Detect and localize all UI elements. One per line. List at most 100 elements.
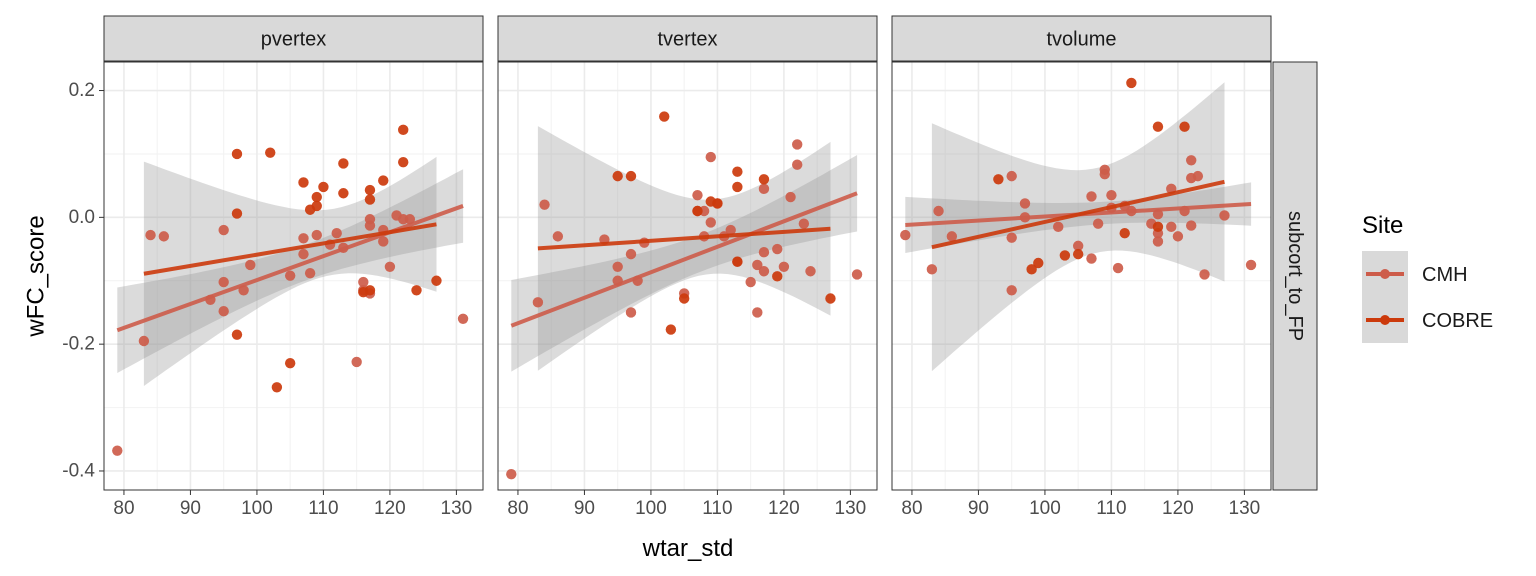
row-strip-label: subcort_to_FP bbox=[1284, 211, 1306, 341]
data-point bbox=[752, 307, 763, 318]
data-point bbox=[411, 285, 422, 296]
fit-line-cmh bbox=[510, 191, 858, 328]
data-point bbox=[993, 174, 1004, 185]
data-point bbox=[1166, 221, 1177, 233]
data-point bbox=[1179, 121, 1190, 132]
panel-border bbox=[497, 61, 878, 491]
confidence-band-cmh bbox=[511, 155, 858, 372]
points-cobre bbox=[612, 111, 836, 335]
data-point bbox=[1006, 170, 1017, 182]
panel-strip bbox=[103, 15, 484, 62]
data-point bbox=[692, 189, 703, 201]
data-point bbox=[145, 229, 156, 241]
data-point bbox=[539, 199, 550, 210]
fit-line-cobre bbox=[537, 226, 831, 251]
x-axis-title: wtar_std bbox=[642, 535, 734, 562]
data-point bbox=[384, 261, 396, 273]
data-point bbox=[398, 156, 409, 168]
data-point bbox=[752, 259, 763, 271]
y-axis-title: wFC_score bbox=[23, 215, 50, 337]
data-point bbox=[678, 293, 690, 304]
data-point bbox=[431, 275, 442, 286]
grid bbox=[104, 62, 483, 490]
data-point bbox=[732, 256, 743, 267]
data-point bbox=[785, 191, 796, 203]
data-point bbox=[552, 231, 564, 242]
panel-tvertex: tvertex 80 90 100 110 120 130 bbox=[497, 15, 878, 519]
data-point bbox=[404, 214, 416, 225]
data-point bbox=[158, 231, 170, 242]
data-point bbox=[318, 181, 329, 193]
panel-strip bbox=[891, 15, 1272, 62]
x-tick-label: 110 bbox=[1096, 498, 1126, 519]
legend-title: Site bbox=[1362, 212, 1403, 239]
data-point bbox=[705, 217, 716, 228]
data-point bbox=[112, 445, 123, 456]
y-tick-label: -0.2 bbox=[62, 334, 95, 355]
data-point bbox=[506, 468, 517, 480]
data-point bbox=[712, 198, 723, 209]
data-point bbox=[665, 324, 677, 335]
data-point bbox=[851, 269, 863, 280]
x-tick-label: 110 bbox=[702, 498, 732, 519]
grid bbox=[498, 62, 877, 490]
data-point bbox=[1086, 191, 1097, 202]
data-point bbox=[231, 208, 243, 219]
panel-strip-label: tvolume bbox=[1046, 29, 1116, 51]
confidence-band-cobre bbox=[931, 82, 1225, 372]
panel-strip bbox=[497, 15, 878, 62]
data-point bbox=[364, 194, 376, 205]
data-point bbox=[825, 293, 836, 304]
data-point bbox=[1119, 228, 1130, 239]
data-point bbox=[245, 259, 256, 271]
data-point bbox=[311, 200, 322, 212]
panel-border bbox=[891, 61, 1272, 491]
data-point bbox=[612, 261, 623, 273]
data-point bbox=[1152, 236, 1164, 247]
data-point bbox=[1072, 248, 1084, 260]
data-point bbox=[351, 356, 362, 368]
panel-tvolume: tvolume 80 90 100 110 120 130 bbox=[891, 15, 1272, 519]
data-point bbox=[218, 224, 229, 236]
data-point bbox=[358, 276, 369, 288]
data-point bbox=[1019, 198, 1031, 209]
data-point bbox=[758, 183, 770, 195]
data-point bbox=[311, 191, 322, 203]
data-point bbox=[772, 271, 783, 282]
data-point bbox=[231, 329, 243, 340]
y-tick-label: 0.2 bbox=[69, 80, 95, 101]
data-point bbox=[231, 148, 243, 160]
x-tick-label: 110 bbox=[308, 498, 338, 519]
legend-item-cmh: CMH bbox=[1362, 251, 1468, 297]
points-cobre bbox=[231, 124, 442, 393]
data-point bbox=[758, 174, 770, 185]
data-point bbox=[732, 166, 743, 177]
x-tick-label: 100 bbox=[635, 498, 667, 519]
data-point bbox=[1219, 210, 1230, 221]
data-point bbox=[1006, 285, 1017, 296]
fit-line-cobre bbox=[931, 179, 1225, 250]
x-tick-label: 100 bbox=[1029, 498, 1061, 519]
data-point bbox=[338, 188, 349, 199]
data-point bbox=[625, 248, 637, 260]
data-point bbox=[218, 305, 229, 317]
data-point bbox=[311, 229, 322, 241]
data-point bbox=[298, 177, 309, 188]
data-point bbox=[758, 247, 770, 258]
data-point bbox=[457, 313, 469, 324]
x-tick-label: 120 bbox=[374, 498, 406, 519]
x-tick-label: 100 bbox=[241, 498, 273, 519]
data-point bbox=[1199, 269, 1210, 280]
data-point bbox=[378, 236, 389, 247]
data-point bbox=[1172, 231, 1184, 242]
data-point bbox=[1092, 218, 1104, 229]
data-point bbox=[398, 124, 409, 136]
legend-key-cobre-point bbox=[1380, 315, 1390, 325]
data-point bbox=[1192, 170, 1204, 182]
row-strip: subcort_to_FP bbox=[1272, 61, 1318, 491]
legend-key-cmh-point bbox=[1380, 269, 1390, 279]
data-point bbox=[705, 151, 716, 163]
data-point bbox=[926, 264, 938, 275]
grid bbox=[892, 62, 1271, 490]
y-tick-label: 0.0 bbox=[69, 207, 95, 228]
